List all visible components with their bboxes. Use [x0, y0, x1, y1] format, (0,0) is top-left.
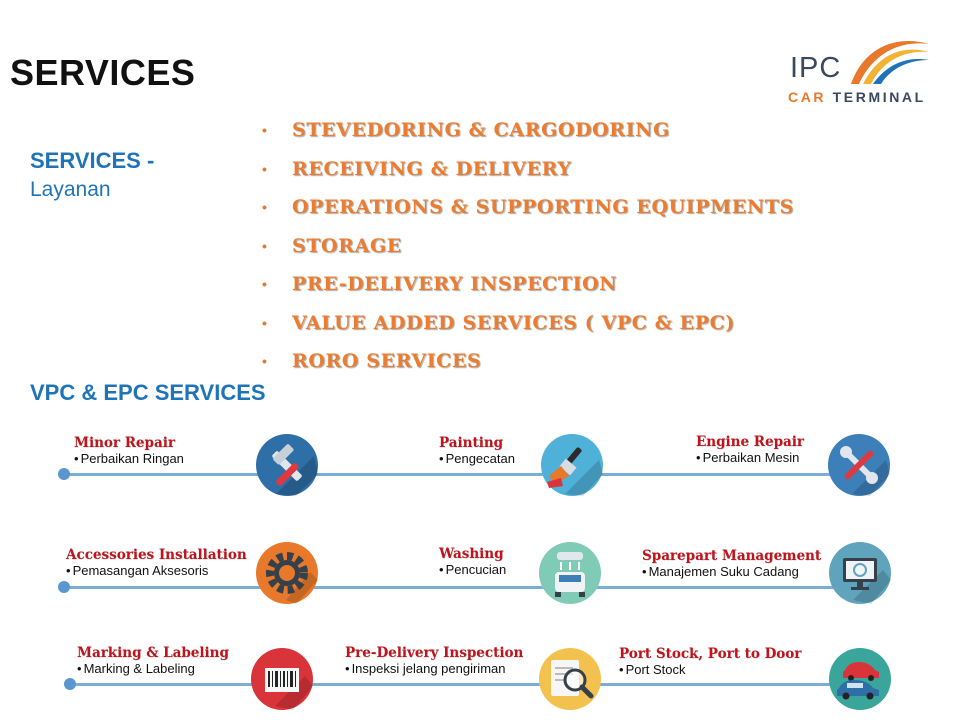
- cars-icon: [829, 648, 891, 710]
- list-item-text: STEVEDORING & CARGODORING: [292, 119, 670, 142]
- list-item: • VALUE ADDED SERVICES ( VPC & EPC): [262, 304, 794, 343]
- gear-icon: [256, 542, 318, 604]
- magnifier-icon: [539, 648, 601, 710]
- vpc-item-title: Marking & Labeling: [77, 645, 229, 661]
- vpc-item-subtitle: Pencucian: [439, 562, 507, 577]
- paint-brush-icon: [541, 434, 603, 496]
- vpc-item-title: Accessories Installation: [66, 547, 247, 563]
- hammer-screwdriver-icon: [256, 434, 318, 496]
- logo-sub-terminal: TERMINAL: [832, 89, 926, 105]
- list-item-text: OPERATIONS & SUPPORTING EQUIPMENTS: [292, 196, 794, 219]
- vpc-item-subtitle: Perbaikan Ringan: [74, 451, 184, 466]
- list-item-text: RECEIVING & DELIVERY: [292, 157, 572, 180]
- bullet-icon: •: [262, 122, 267, 139]
- vpc-item-engine-repair: Engine Repair Perbaikan Mesin: [696, 434, 804, 465]
- timeline-line-row-1: [64, 473, 864, 476]
- vpc-item-minor-repair: Minor Repair Perbaikan Ringan: [74, 435, 184, 466]
- list-item-text: PRE-DELIVERY INSPECTION: [292, 273, 618, 296]
- logo-brand: IPC: [790, 52, 842, 84]
- vpc-epc-heading: VPC & EPC SERVICES: [30, 380, 266, 405]
- timeline-start-dot: [58, 468, 70, 480]
- vpc-item-accessories-installation: Accessories Installation Pemasangan Akse…: [66, 547, 247, 578]
- bullet-icon: •: [262, 276, 267, 293]
- list-item: • PRE-DELIVERY INSPECTION: [262, 265, 794, 304]
- vpc-item-subtitle: Marking & Labeling: [77, 661, 229, 676]
- list-item-text: RORO SERVICES: [292, 350, 482, 373]
- vpc-item-subtitle: Pemasangan Aksesoris: [66, 563, 247, 578]
- list-item-text: STORAGE: [292, 234, 402, 257]
- list-item: • RECEIVING & DELIVERY: [262, 150, 794, 189]
- vpc-item-marking-labeling: Marking & Labeling Marking & Labeling: [77, 645, 229, 676]
- vpc-item-title: Sparepart Management: [642, 548, 822, 564]
- logo-sub-car: CAR: [788, 89, 827, 105]
- vpc-item-port-stock: Port Stock, Port to Door Port Stock: [619, 646, 801, 677]
- vpc-item-title: Painting: [439, 435, 504, 451]
- wrench-screwdriver-icon: [828, 434, 890, 496]
- vpc-item-subtitle: Pengecatan: [439, 451, 515, 466]
- vpc-item-title: Minor Repair: [74, 435, 175, 451]
- vpc-item-title: Washing: [439, 546, 504, 562]
- timeline-line-row-2: [64, 586, 864, 589]
- vpc-item-washing: Washing Pencucian: [439, 546, 506, 577]
- services-list: • STEVEDORING & CARGODORING • RECEIVING & …: [262, 111, 794, 381]
- timeline-start-dot: [64, 678, 76, 690]
- vpc-item-subtitle: Port Stock: [619, 662, 801, 677]
- bullet-icon: •: [262, 314, 267, 331]
- list-item: • STORAGE: [262, 227, 794, 266]
- logo-swoosh-icon: [851, 41, 929, 84]
- monitor-icon: [829, 542, 891, 604]
- timeline-start-dot: [58, 581, 70, 593]
- vpc-item-title: Engine Repair: [696, 434, 805, 450]
- services-heading: SERVICES -: [30, 148, 155, 173]
- services-subheading: Layanan: [30, 178, 111, 201]
- vpc-item-title: Pre-Delivery Inspection: [345, 645, 524, 661]
- timeline-line-row-3: [70, 683, 860, 686]
- vpc-item-sparepart-management: Sparepart Management Manajemen Suku Cada…: [642, 548, 821, 579]
- vpc-item-pre-delivery-inspection: Pre-Delivery Inspection Inspeksi jelang …: [345, 645, 523, 676]
- car-wash-icon: [539, 542, 601, 604]
- vpc-item-painting: Painting Pengecatan: [439, 435, 515, 466]
- list-item: • OPERATIONS & SUPPORTING EQUIPMENTS: [262, 188, 794, 227]
- barcode-icon: [251, 648, 313, 710]
- bullet-icon: •: [262, 199, 267, 216]
- page-title: SERVICES: [10, 52, 196, 93]
- logo-subtitle: CAR TERMINAL: [788, 89, 926, 105]
- ipc-car-terminal-logo: IPC CAR TERMINAL: [788, 30, 938, 110]
- vpc-item-title: Port Stock, Port to Door: [619, 646, 802, 662]
- vpc-item-subtitle: Perbaikan Mesin: [696, 450, 804, 465]
- vpc-item-subtitle: Inspeksi jelang pengiriman: [345, 661, 523, 676]
- vpc-item-subtitle: Manajemen Suku Cadang: [642, 564, 821, 579]
- bullet-icon: •: [262, 237, 267, 254]
- list-item: • STEVEDORING & CARGODORING: [262, 111, 794, 150]
- list-item: • RORO SERVICES: [262, 342, 794, 381]
- list-item-text: VALUE ADDED SERVICES ( VPC & EPC): [292, 311, 735, 334]
- bullet-icon: •: [262, 160, 267, 177]
- bullet-icon: •: [262, 353, 267, 370]
